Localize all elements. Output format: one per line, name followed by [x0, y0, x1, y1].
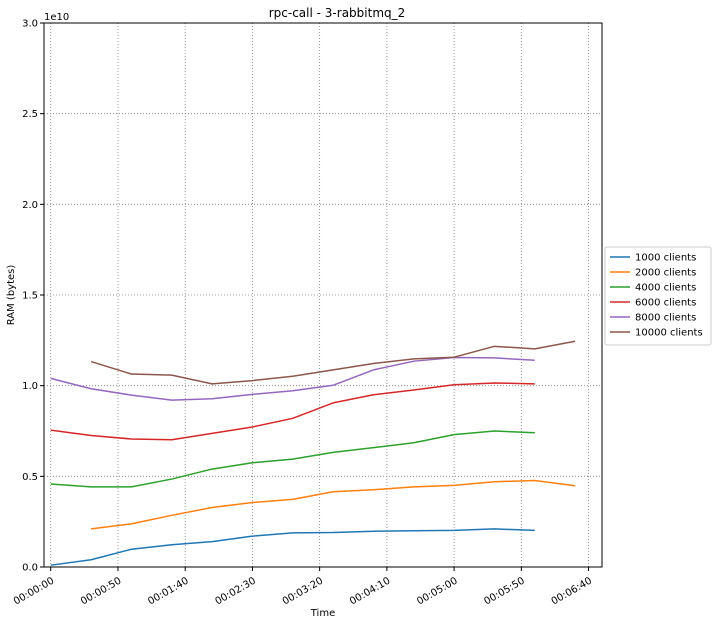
y-tick-label: 0.5 — [22, 472, 38, 483]
x-tick-label: 00:05:00 — [415, 576, 459, 608]
x-tick-label: 00:02:30 — [214, 576, 258, 608]
legend-entry: 1000 clients — [635, 253, 696, 264]
series-line-3 — [50, 382, 535, 441]
legend: 1000 clients 2000 clients 4000 clients 6000… — [604, 246, 712, 346]
x-tick-label: 00:00:00 — [12, 576, 56, 608]
series-lines — [50, 340, 576, 566]
series-line-0 — [50, 528, 535, 566]
y-tick-label: 1.0 — [22, 381, 38, 392]
legend-entry: 4000 clients — [635, 283, 696, 294]
x-tick-label: 00:05:50 — [482, 576, 526, 608]
x-tick-label: 00:03:20 — [281, 576, 325, 608]
legend-entry: 2000 clients — [635, 268, 696, 279]
x-axis-ticks: 00:00:00 00:00:50 00:01:40 00:02:30 00:03:20… — [12, 567, 594, 608]
grid — [44, 22, 602, 568]
legend-entry: 8000 clients — [635, 313, 696, 324]
chart-title: rpc-call - 3-rabbitmq_2 — [269, 6, 406, 20]
series-line-4 — [50, 356, 535, 401]
x-tick-label: 00:04:10 — [348, 576, 392, 608]
y-tick-label: 3.0 — [22, 19, 38, 30]
y-axis-ticks: 0.0 0.5 1.0 1.5 2.0 2.5 3.0 — [22, 19, 44, 574]
y-tick-label: 2.5 — [22, 109, 38, 120]
x-tick-label: 00:00:50 — [79, 576, 123, 608]
x-axis-label: Time — [310, 608, 335, 619]
legend-entry: 6000 clients — [635, 298, 696, 309]
y-tick-label: 0.0 — [22, 563, 38, 574]
series-line-5 — [90, 340, 576, 385]
y-multiplier-label: 1e10 — [44, 12, 69, 23]
x-tick-label: 00:06:40 — [550, 576, 594, 608]
legend-box — [604, 246, 712, 346]
y-tick-label: 2.0 — [22, 200, 38, 211]
series-line-1 — [90, 479, 576, 530]
y-axis-label: RAM (bytes) — [6, 265, 17, 326]
legend-entry: 10000 clients — [635, 328, 703, 339]
x-tick-label: 00:01:40 — [146, 576, 190, 608]
y-tick-label: 1.5 — [22, 291, 38, 302]
series-line-2 — [50, 430, 535, 488]
